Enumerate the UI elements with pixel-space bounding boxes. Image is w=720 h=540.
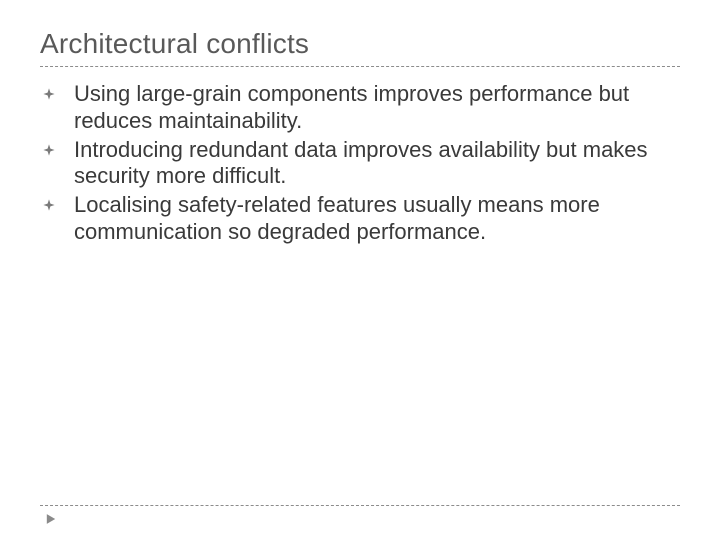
- slide-title: Architectural conflicts: [40, 28, 680, 60]
- bullet-text: Introducing redundant data improves avai…: [74, 137, 648, 189]
- title-divider: [40, 66, 680, 67]
- play-arrow-icon: [44, 512, 58, 526]
- footer-divider: [40, 505, 680, 506]
- maltese-cross-icon: [42, 198, 56, 212]
- list-item: Localising safety-related features usual…: [40, 192, 672, 246]
- list-item: Introducing redundant data improves avai…: [40, 137, 672, 191]
- slide: Architectural conflicts Using large-grai…: [0, 0, 720, 540]
- bullet-text: Using large-grain components improves pe…: [74, 81, 629, 133]
- list-item: Using large-grain components improves pe…: [40, 81, 672, 135]
- maltese-cross-icon: [42, 143, 56, 157]
- bullet-text: Localising safety-related features usual…: [74, 192, 600, 244]
- bullet-list: Using large-grain components improves pe…: [40, 81, 672, 246]
- maltese-cross-icon: [42, 87, 56, 101]
